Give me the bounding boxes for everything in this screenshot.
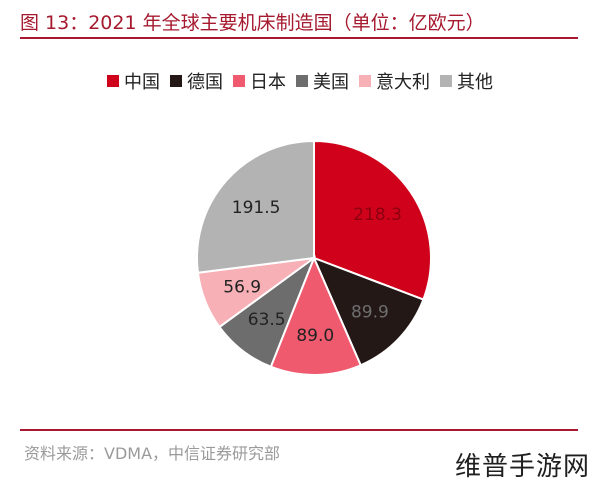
- slice-value-label: 89.0: [296, 326, 334, 346]
- legend-swatch: [440, 75, 452, 87]
- pie-slice: [269, 255, 363, 376]
- slice-value-label: 218.3: [353, 205, 402, 225]
- pie-slice: [196, 139, 315, 274]
- legend-swatch: [233, 75, 245, 87]
- legend-label: 中国: [124, 72, 160, 93]
- legend-swatch: [170, 75, 182, 87]
- legend-label: 日本: [250, 72, 286, 93]
- source-note: 资料来源：VDMA，中信证券研究部: [24, 444, 281, 463]
- pie-slice: [313, 139, 432, 301]
- legend-swatch: [359, 75, 371, 87]
- legend-item: 意大利: [359, 68, 430, 94]
- legend-item: 中国: [107, 68, 160, 94]
- slice-value-label: 191.5: [232, 198, 281, 218]
- slice-value-label: 89.9: [351, 302, 389, 322]
- legend-item: 日本: [233, 68, 286, 94]
- chart-legend: 中国 德国 日本 美国 意大利 其他: [0, 68, 600, 94]
- legend-item: 德国: [170, 68, 223, 94]
- watermark: 维普手游网: [454, 452, 590, 482]
- footer-divider: [20, 429, 578, 431]
- legend-item: 其他: [440, 68, 493, 94]
- legend-swatch: [296, 75, 308, 87]
- legend-label: 意大利: [376, 72, 430, 93]
- legend-label: 美国: [313, 72, 349, 93]
- legend-label: 德国: [187, 72, 223, 93]
- pie-slice: [312, 256, 425, 367]
- title-divider: [20, 37, 578, 39]
- slice-value-label: 56.9: [223, 278, 261, 298]
- figure-title: 图 13：2021 年全球主要机床制造国（单位：亿欧元）: [20, 12, 485, 34]
- legend-label: 其他: [457, 72, 493, 93]
- legend-swatch: [107, 75, 119, 87]
- slice-value-label: 63.5: [248, 310, 286, 330]
- legend-item: 美国: [296, 68, 349, 94]
